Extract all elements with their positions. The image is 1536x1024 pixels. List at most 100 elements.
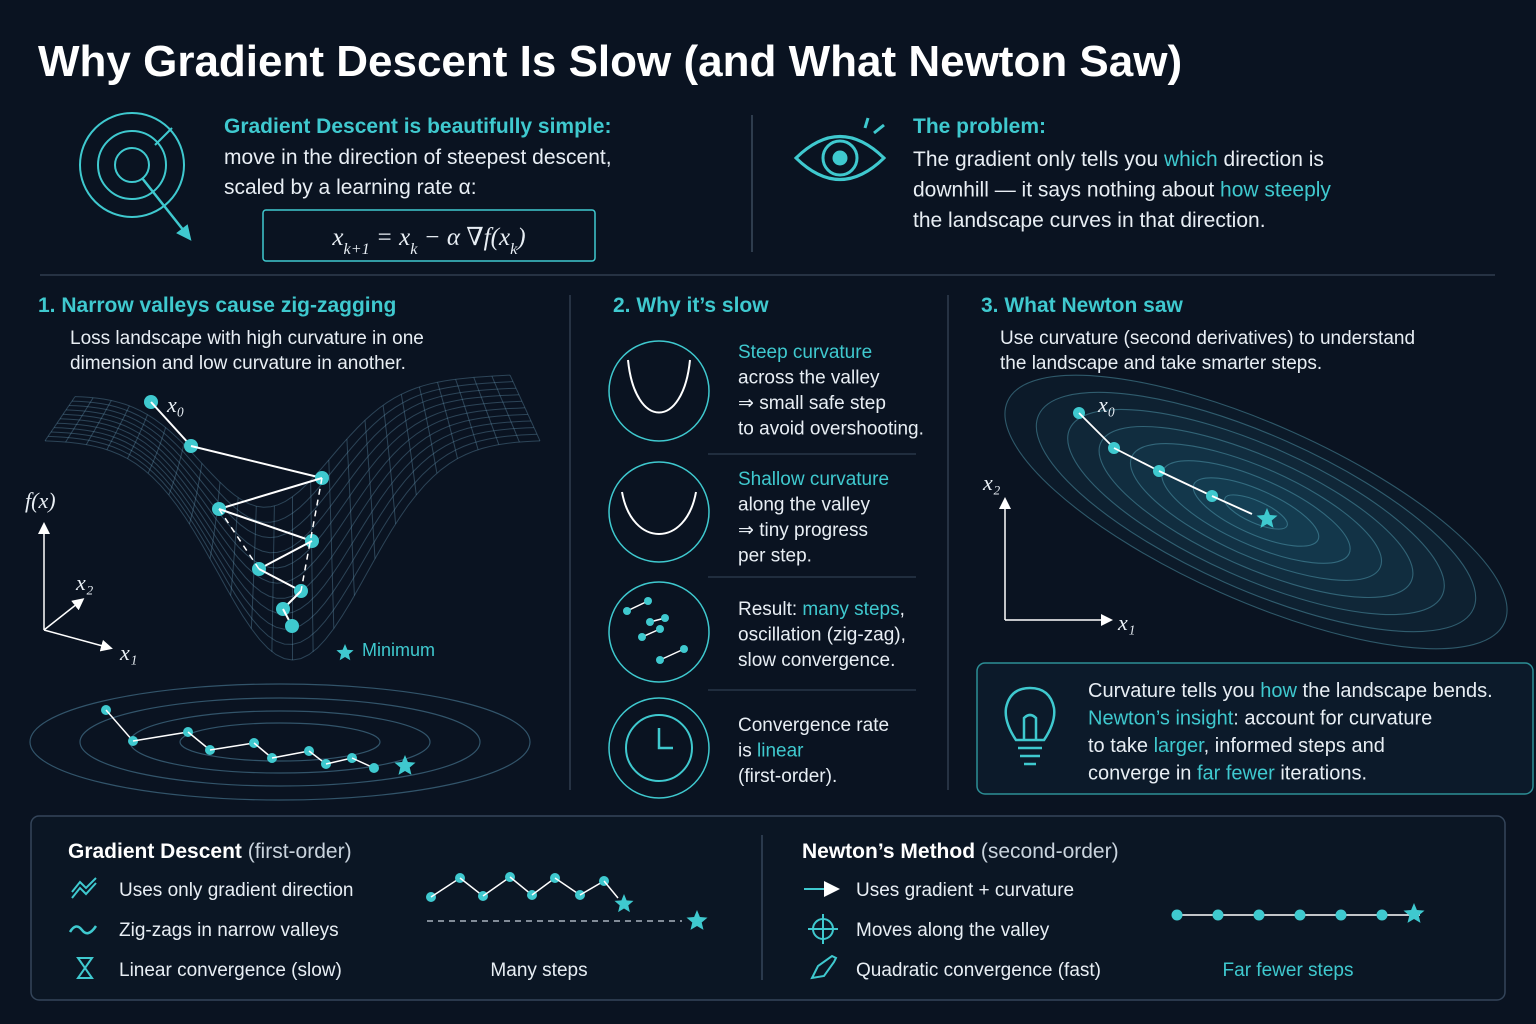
step-arrow xyxy=(1113,447,1160,472)
text-segment: Curvature tells you xyxy=(1088,680,1260,702)
text-segment: slow convergence. xyxy=(738,650,895,671)
dashed-path xyxy=(218,477,323,592)
step-arrow xyxy=(258,540,313,570)
step-arrow xyxy=(1158,470,1213,497)
iterate xyxy=(1335,909,1347,921)
item-text: to avoid overshooting. xyxy=(738,419,924,440)
body-text: Loss landscape with high curvature in on… xyxy=(70,328,424,349)
surface-grid xyxy=(418,386,438,474)
text-segment: iterations. xyxy=(1275,763,1367,785)
text-segment: x xyxy=(331,224,343,251)
star xyxy=(336,644,354,661)
surface-grid xyxy=(328,459,335,629)
surface-grid xyxy=(271,505,275,652)
comparison-item: Quadratic convergence (fast) xyxy=(856,960,1101,981)
text-segment: = x xyxy=(370,224,410,251)
comparison-item: Uses only gradient direction xyxy=(119,880,353,901)
annotation: Minimum xyxy=(362,640,435,660)
surface-grid xyxy=(106,405,130,450)
step-arrow xyxy=(132,731,189,742)
newton-contours xyxy=(999,374,1508,650)
text-segment: ⇒ small safe step xyxy=(738,393,886,414)
body-text: the landscape curves in that direction. xyxy=(913,209,1266,232)
surface-grid xyxy=(53,420,532,615)
body-text: Use curvature (second derivatives) to un… xyxy=(1000,328,1415,349)
text-segment: direction is xyxy=(1218,148,1324,171)
text-segment: per step. xyxy=(738,546,812,567)
body-text: move in the direction of steepest descen… xyxy=(224,146,612,169)
icon xyxy=(810,954,838,980)
text-segment: k+1 xyxy=(343,240,369,258)
surface-grid xyxy=(168,444,185,496)
item-text: ⇒ tiny progress xyxy=(738,520,868,541)
text-segment: Gradient Descent xyxy=(68,840,242,863)
text-segment: k xyxy=(410,240,418,258)
text-segment: Newton’s Method xyxy=(802,840,975,863)
text-segment: to avoid overshooting. xyxy=(738,419,924,440)
text-segment: k xyxy=(510,240,518,258)
text-segment: Result: xyxy=(738,599,802,620)
surface-grid xyxy=(62,400,523,569)
surface-grid xyxy=(400,394,417,495)
insight-text: Newton’s insight: account for curvature xyxy=(1088,708,1432,730)
step-arrow xyxy=(1078,412,1115,449)
surface-grid xyxy=(147,427,167,474)
iterate xyxy=(1253,909,1265,921)
clock xyxy=(625,714,693,782)
item-text: Result: many steps, xyxy=(738,599,905,620)
comparison-box xyxy=(30,815,1506,1001)
item-text: Steep curvature xyxy=(738,342,872,363)
axis-label: x₀ xyxy=(166,392,184,417)
step-arrow xyxy=(190,445,323,479)
title: Why Gradient Descent Is Slow (and What N… xyxy=(38,37,1182,86)
step-arrow xyxy=(105,709,134,742)
text-segment: − α ∇f(x xyxy=(417,224,510,251)
eye-icon xyxy=(793,117,887,181)
text-segment: The gradient only tells you xyxy=(913,148,1164,171)
text-segment: to take xyxy=(1088,735,1154,757)
text-segment: downhill — it says nothing about xyxy=(913,179,1220,202)
heading: The problem: xyxy=(913,115,1046,138)
step-arrow xyxy=(603,880,619,899)
text-segment: is xyxy=(738,741,757,762)
mini-dot xyxy=(656,656,664,664)
star xyxy=(686,910,708,930)
contour xyxy=(29,683,531,801)
contour xyxy=(1067,408,1445,616)
iterate xyxy=(1294,909,1306,921)
text-segment: how xyxy=(1260,680,1297,702)
item-text: Convergence rate xyxy=(738,715,889,736)
mini-dot xyxy=(644,597,652,605)
step-arrow xyxy=(150,401,192,447)
mini-dot xyxy=(680,645,688,653)
comparison-item: Zig-zags in narrow valleys xyxy=(119,920,339,941)
caption: Far fewer steps xyxy=(1223,960,1354,981)
mini-dot xyxy=(656,625,664,633)
formula: xk+1 = xk − α ∇f(xk) xyxy=(331,224,525,258)
surface-grid xyxy=(56,413,529,599)
item-text: across the valley xyxy=(738,368,880,389)
text-segment: (second-order) xyxy=(975,840,1119,863)
text-segment: the landscape curves in that direction. xyxy=(913,209,1266,232)
section-heading: 1. Narrow valleys cause zig-zagging xyxy=(38,294,396,317)
step-arrow xyxy=(218,508,313,542)
iterate xyxy=(1212,909,1224,921)
caption: Many steps xyxy=(490,960,587,981)
surface-grid xyxy=(44,440,541,661)
icon-circle xyxy=(608,697,710,799)
comparison-title: Gradient Descent (first-order) xyxy=(68,840,352,863)
text-segment: Steep curvature xyxy=(738,342,872,363)
axis-label: x₀ xyxy=(1097,392,1115,417)
surface-grid xyxy=(65,394,520,554)
text-segment: , informed steps and xyxy=(1204,735,1385,757)
surface-grid xyxy=(65,397,94,443)
formula-box xyxy=(262,209,596,262)
surface-grid xyxy=(491,375,520,443)
mini-dot xyxy=(638,633,646,641)
surface-grid xyxy=(455,379,479,450)
item-text: is linear xyxy=(738,741,804,762)
icon xyxy=(68,925,98,935)
step-arrow xyxy=(430,877,461,898)
item-text: along the valley xyxy=(738,495,871,516)
text-segment: Shallow curvature xyxy=(738,469,889,490)
